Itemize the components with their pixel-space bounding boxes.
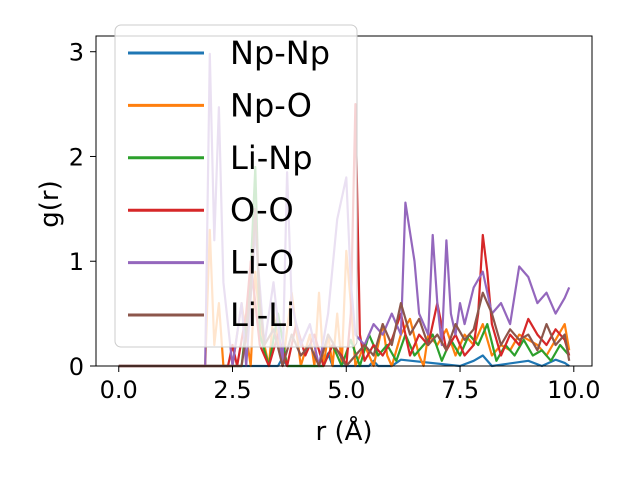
legend-label-li-np: Li-Np bbox=[230, 139, 313, 177]
legend-label-li-li: Li-Li bbox=[230, 296, 295, 334]
x-tick-label: 7.5 bbox=[441, 376, 479, 404]
legend-label-np-np: Np-Np bbox=[230, 34, 330, 72]
y-tick-label: 2 bbox=[69, 143, 84, 171]
series-line-o-o bbox=[118, 102, 571, 368]
legend: Np-Np Np-O Li-Np O-O Li-O Li-Li bbox=[114, 24, 358, 348]
y-tick-label: 3 bbox=[69, 39, 84, 67]
legend-label-li-o: Li-O bbox=[230, 244, 294, 282]
legend-label-o-o: O-O bbox=[230, 191, 294, 229]
x-tick-label: 10.0 bbox=[547, 376, 600, 404]
y-tick-label: 1 bbox=[69, 248, 84, 276]
x-tick-label: 5.0 bbox=[327, 376, 365, 404]
legend-label-np-o: Np-O bbox=[230, 86, 312, 124]
x-tick-label: 0.0 bbox=[100, 376, 138, 404]
x-axis-label: r (Å) bbox=[315, 415, 372, 447]
x-tick-label: 2.5 bbox=[213, 376, 251, 404]
y-tick-label: 0 bbox=[69, 353, 84, 381]
ticks: 0.0 2.5 5.0 7.5 10.0 0 1 2 3 bbox=[69, 39, 601, 404]
y-axis-label: g(r) bbox=[35, 180, 65, 227]
